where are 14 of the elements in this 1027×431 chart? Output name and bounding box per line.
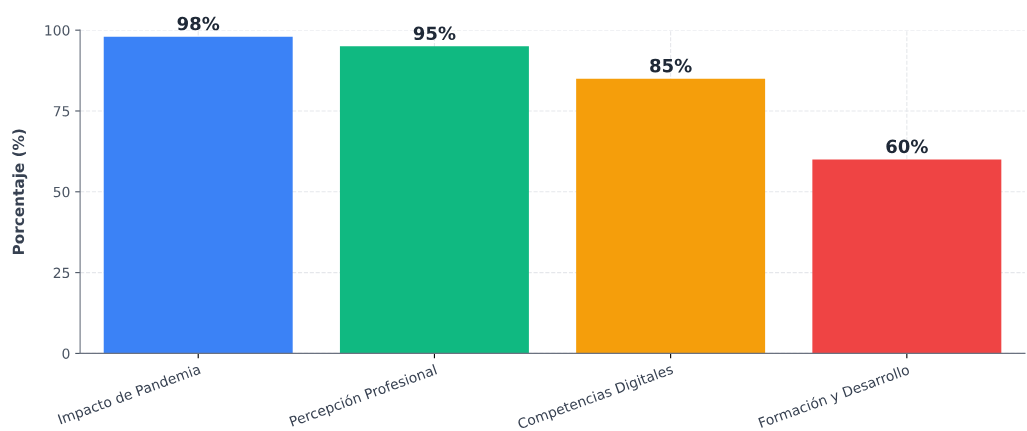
y-axis-title: Porcentaje (%) <box>12 129 28 255</box>
data-label: 85% <box>650 58 692 73</box>
data-label: 95% <box>413 26 456 41</box>
bar <box>339 46 529 354</box>
data-label: 98% <box>177 16 220 31</box>
y-tick-label: 100 <box>45 25 70 36</box>
bar <box>576 78 766 354</box>
bar <box>103 36 293 354</box>
y-tick-label: 75 <box>53 106 70 117</box>
y-tick-label: 0 <box>62 348 70 359</box>
y-tick-label: 25 <box>53 267 70 279</box>
data-label: 60% <box>886 139 928 154</box>
bar <box>812 159 1002 354</box>
y-tick-label: 50 <box>53 186 70 198</box>
